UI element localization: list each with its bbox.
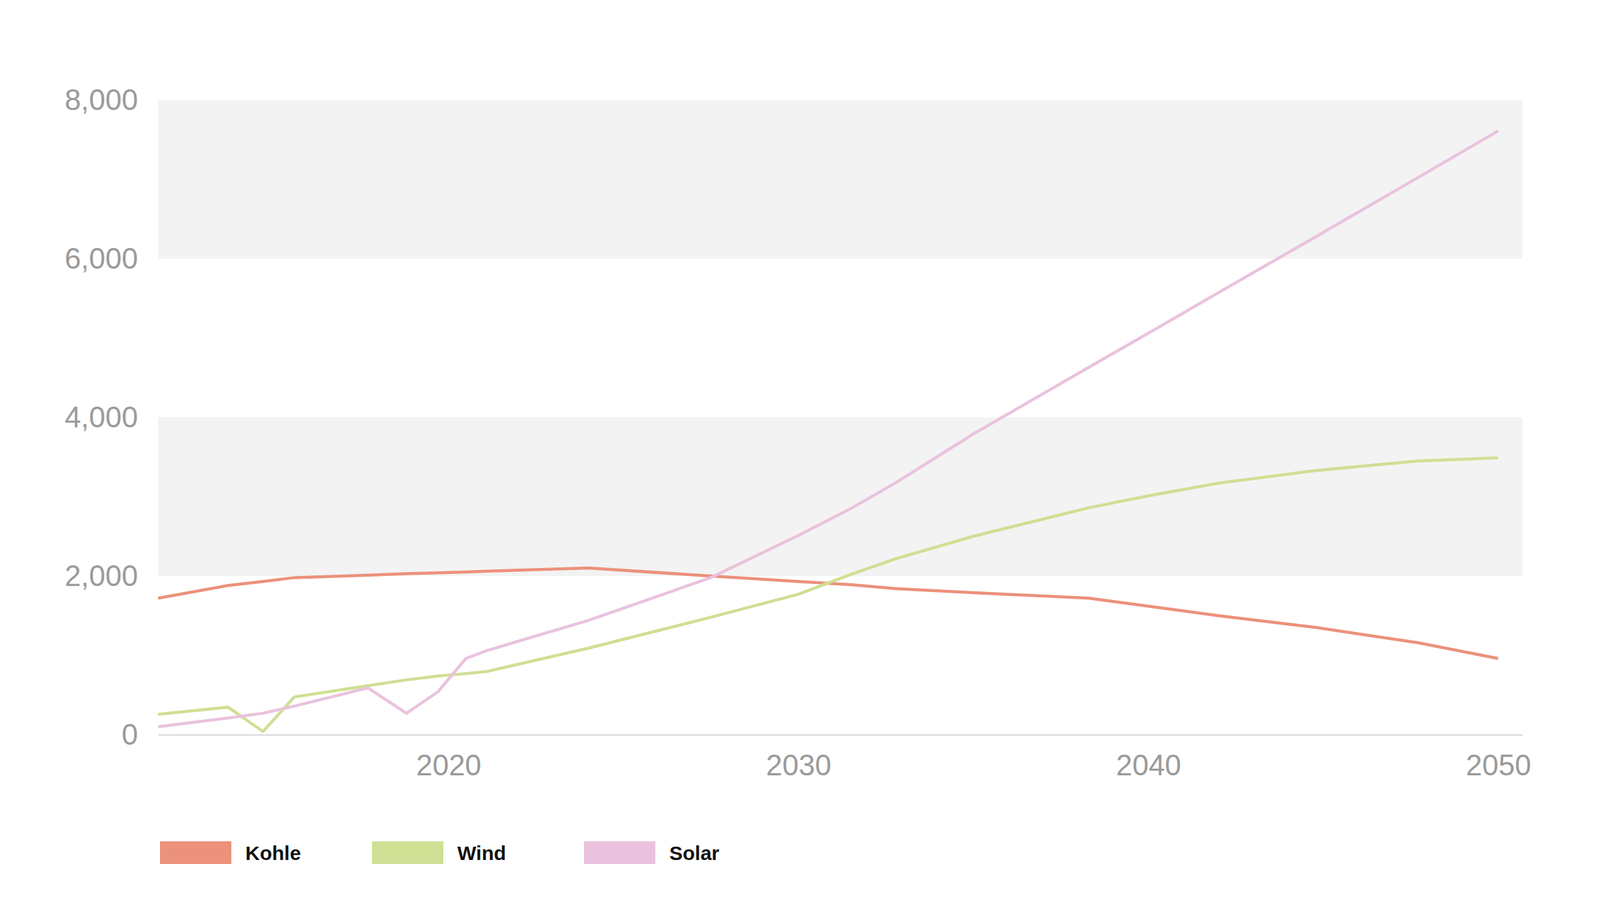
- lines: [158, 130, 1498, 732]
- y-axis-line: [138, 100, 139, 736]
- x-tick-label: 2050: [1466, 748, 1532, 782]
- legend: Kohle Wind Solar: [160, 841, 720, 864]
- legend-label: Wind: [457, 842, 506, 864]
- x-tick-label: 2020: [416, 748, 482, 782]
- y-tick: 2,000: [64, 559, 138, 592]
- x-axis: 2020 2030 2040 2050: [158, 734, 1532, 782]
- x-tick: 2050: [1466, 734, 1532, 782]
- y-tick-label: 8,000: [64, 83, 138, 116]
- legend-swatch: [160, 841, 232, 864]
- x-tick: 2040: [1116, 734, 1182, 782]
- y-tick: 6,000: [64, 242, 138, 275]
- y-tick-label: 4,000: [64, 400, 138, 434]
- y-tick-label: 6,000: [64, 242, 138, 275]
- x-tick: 2020: [416, 734, 482, 782]
- y-axis: 0 2,000 4,000 6,000 8,000: [64, 83, 139, 751]
- x-tick: 2030: [766, 734, 832, 782]
- x-axis-line: [158, 734, 1524, 736]
- x-tick-label: 2030: [766, 748, 832, 782]
- grid-band: [158, 417, 1523, 576]
- y-tick: 8,000: [64, 83, 138, 116]
- legend-swatch: [584, 841, 656, 864]
- y-tick-label: 0: [122, 718, 138, 751]
- legend-swatch: [372, 841, 444, 864]
- x-tick-label: 2040: [1116, 748, 1182, 782]
- y-tick: 0: [122, 718, 138, 751]
- y-tick: 4,000: [64, 400, 138, 434]
- series-line: [158, 130, 1498, 727]
- y-tick-label: 2,000: [64, 559, 138, 592]
- grid-bands: [158, 100, 1523, 576]
- legend-label: Solar: [669, 842, 720, 864]
- chart: 0 2,000 4,000 6,000 8,000 2020 2030 2040 2050 Koh…: [0, 0, 1600, 912]
- legend-label: Kohle: [245, 842, 301, 864]
